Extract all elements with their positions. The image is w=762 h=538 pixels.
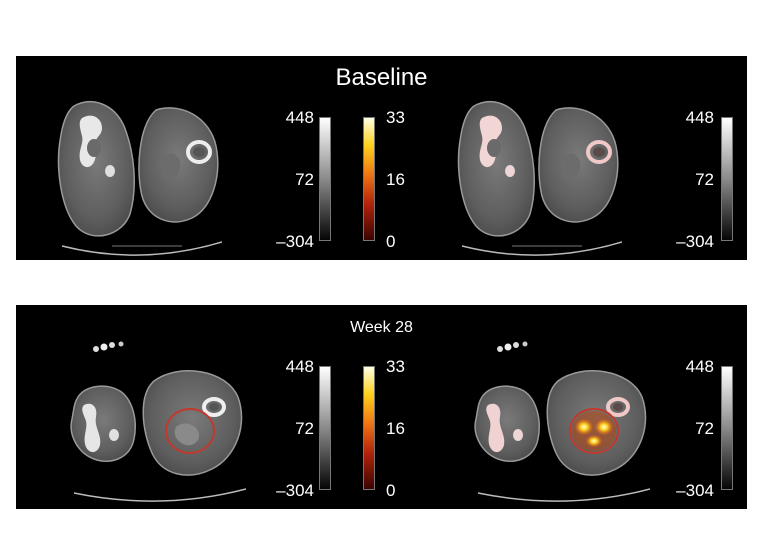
ct-scan-image bbox=[57, 101, 222, 256]
pet-scale-min: 0 bbox=[386, 481, 396, 500]
pet-scale-max: 33 bbox=[386, 108, 405, 127]
pet-colorbar bbox=[363, 366, 375, 490]
fused-ct-colorbar bbox=[721, 366, 733, 490]
fused-ct-scale-max: 448 bbox=[685, 357, 714, 376]
panel-title: Week 28 bbox=[350, 319, 413, 336]
ct-colorbar bbox=[319, 366, 331, 490]
fused-ct-scale-min: –304 bbox=[676, 232, 714, 251]
ct-scale-mid: 72 bbox=[295, 170, 314, 189]
fused-ct-scale-min: –304 bbox=[676, 481, 714, 500]
fused-ct-scale-mid: 72 bbox=[695, 170, 714, 189]
fused-ct-colorbar bbox=[721, 117, 733, 241]
week28-panel: Week 28 448 72 –304 33 16 0 bbox=[16, 305, 747, 509]
baseline-panel: Baseline 448 72 –304 33 16 0 448 72 –304 bbox=[16, 56, 747, 260]
fused-ct-scale-max: 448 bbox=[685, 108, 714, 127]
ct-scale-max: 448 bbox=[285, 357, 314, 376]
panel-title: Baseline bbox=[335, 64, 428, 91]
fused-pet-ct-image bbox=[474, 341, 650, 502]
ct-scale-mid: 72 bbox=[295, 419, 314, 438]
pet-scale-mid: 16 bbox=[386, 170, 405, 189]
fused-ct-scale-mid: 72 bbox=[695, 419, 714, 438]
fused-pet-ct-image bbox=[457, 101, 622, 256]
ct-scale-max: 448 bbox=[285, 108, 314, 127]
pet-scale-mid: 16 bbox=[386, 419, 405, 438]
pet-scale-max: 33 bbox=[386, 357, 405, 376]
ct-scan-image bbox=[70, 341, 246, 502]
ct-scale-min: –304 bbox=[276, 481, 314, 500]
ct-scale-min: –304 bbox=[276, 232, 314, 251]
pet-colorbar bbox=[363, 117, 375, 241]
pet-scale-min: 0 bbox=[386, 232, 396, 251]
ct-colorbar bbox=[319, 117, 331, 241]
